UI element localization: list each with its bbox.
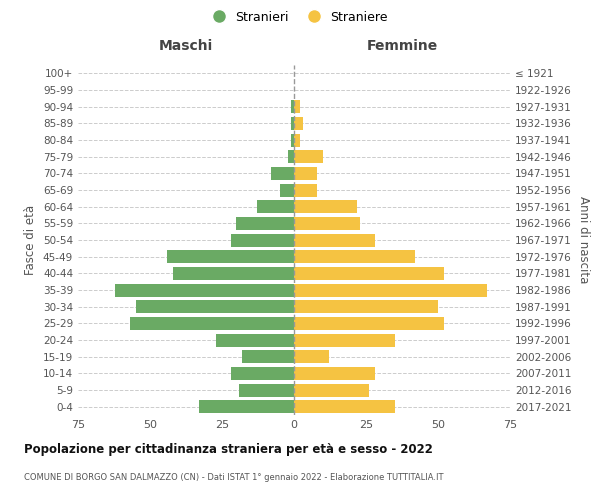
Bar <box>216 334 294 346</box>
Bar <box>294 334 395 346</box>
Bar <box>294 400 395 413</box>
Bar <box>294 117 302 130</box>
Text: Femmine: Femmine <box>367 40 437 54</box>
Legend: Stranieri, Straniere: Stranieri, Straniere <box>208 6 392 29</box>
Bar <box>294 350 329 363</box>
Bar <box>257 200 294 213</box>
Y-axis label: Anni di nascita: Anni di nascita <box>577 196 590 284</box>
Bar <box>294 367 374 380</box>
Bar <box>294 317 444 330</box>
Bar <box>167 250 294 263</box>
Y-axis label: Fasce di età: Fasce di età <box>25 205 37 275</box>
Bar <box>280 184 294 196</box>
Bar <box>294 150 323 163</box>
Bar <box>236 217 294 230</box>
Bar <box>294 167 317 180</box>
Bar <box>294 184 317 196</box>
Bar <box>294 267 444 280</box>
Bar <box>294 250 415 263</box>
Bar <box>291 134 294 146</box>
Bar <box>294 200 358 213</box>
Bar <box>115 284 294 296</box>
Bar <box>173 267 294 280</box>
Bar <box>291 100 294 113</box>
Bar <box>288 150 294 163</box>
Bar <box>239 384 294 396</box>
Bar <box>271 167 294 180</box>
Text: COMUNE DI BORGO SAN DALMAZZO (CN) - Dati ISTAT 1° gennaio 2022 - Elaborazione TU: COMUNE DI BORGO SAN DALMAZZO (CN) - Dati… <box>24 472 443 482</box>
Bar <box>294 134 300 146</box>
Bar <box>294 284 487 296</box>
Bar <box>136 300 294 313</box>
Text: Popolazione per cittadinanza straniera per età e sesso - 2022: Popolazione per cittadinanza straniera p… <box>24 442 433 456</box>
Bar <box>199 400 294 413</box>
Bar <box>294 300 438 313</box>
Bar <box>242 350 294 363</box>
Bar <box>130 317 294 330</box>
Bar <box>294 217 360 230</box>
Bar <box>230 234 294 246</box>
Bar <box>230 367 294 380</box>
Bar <box>294 234 374 246</box>
Bar <box>294 100 300 113</box>
Bar <box>291 117 294 130</box>
Bar <box>294 384 369 396</box>
Text: Maschi: Maschi <box>159 40 213 54</box>
